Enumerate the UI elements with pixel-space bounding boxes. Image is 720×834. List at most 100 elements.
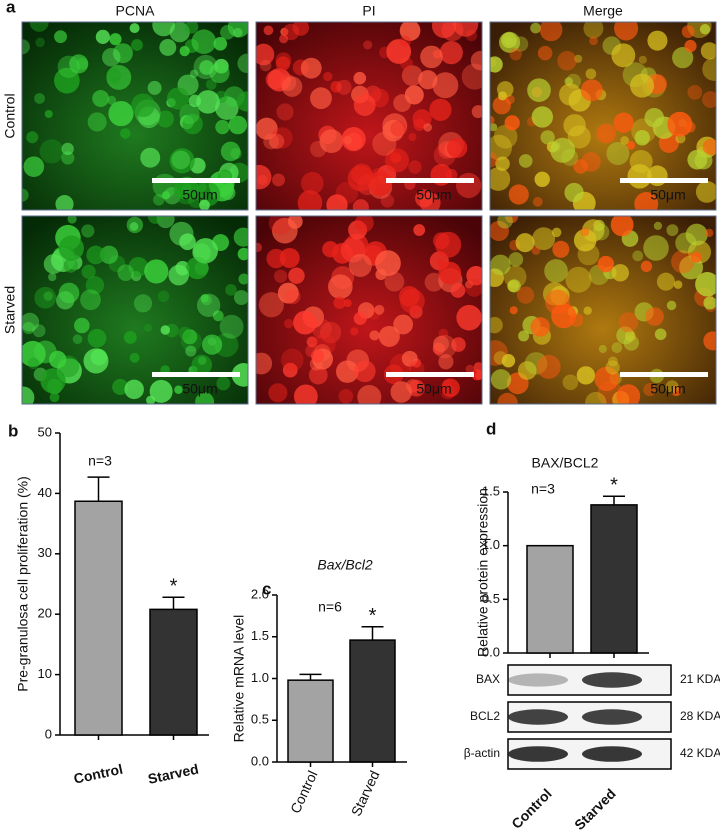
cell — [681, 25, 695, 39]
cell — [490, 369, 512, 390]
cell — [352, 199, 369, 210]
cell — [490, 254, 511, 276]
cell — [256, 352, 273, 375]
blot-band — [508, 673, 568, 687]
cell — [438, 261, 462, 285]
panel-label: d — [486, 419, 496, 438]
cell — [43, 291, 53, 301]
cell — [501, 354, 516, 368]
cell — [111, 77, 120, 86]
significance: * — [369, 605, 377, 627]
cell — [182, 113, 203, 135]
band-size: 42 KDA — [680, 746, 720, 760]
cell — [293, 384, 318, 404]
cell — [492, 96, 511, 115]
cell — [501, 32, 517, 48]
cell — [287, 216, 303, 229]
micrograph — [21, 215, 249, 405]
cell — [268, 383, 288, 403]
cell — [341, 127, 366, 152]
cell — [687, 84, 703, 100]
cells — [490, 22, 716, 210]
cell — [564, 182, 584, 203]
cell — [297, 190, 323, 210]
cell — [256, 164, 272, 190]
cell — [437, 258, 446, 267]
cell — [256, 117, 278, 140]
cell — [490, 220, 510, 242]
cell — [256, 242, 263, 253]
cell — [319, 129, 344, 154]
x-tick-label: Starved — [348, 768, 383, 818]
cell — [632, 250, 644, 262]
cell — [86, 245, 106, 265]
micrograph — [489, 215, 717, 405]
blot-band — [582, 709, 642, 725]
cell — [280, 348, 304, 372]
cell — [372, 131, 397, 156]
y-tick-label: 0.5 — [251, 712, 269, 727]
cell — [311, 318, 332, 339]
cell — [413, 224, 426, 236]
cell — [398, 285, 420, 307]
cell — [695, 272, 716, 297]
cell — [169, 148, 195, 174]
panel-label: a — [6, 0, 16, 16]
significance: * — [170, 576, 178, 598]
cell — [131, 39, 143, 51]
cell — [81, 224, 95, 238]
cell — [470, 50, 482, 71]
band-size: 21 KDA — [680, 672, 720, 686]
cell — [285, 289, 301, 305]
cell — [702, 91, 716, 108]
cell — [386, 39, 412, 64]
cell — [171, 150, 191, 170]
cell — [230, 147, 242, 160]
cell — [259, 59, 272, 72]
cell — [174, 385, 183, 394]
cell — [92, 90, 110, 107]
cell — [288, 267, 305, 284]
cell — [140, 147, 161, 168]
cell — [196, 90, 220, 114]
cell — [702, 57, 716, 81]
cell — [180, 330, 202, 352]
cell — [166, 87, 190, 110]
cell — [29, 22, 49, 32]
cell — [233, 290, 248, 306]
cell — [573, 228, 597, 252]
cell — [509, 48, 522, 61]
cell — [656, 272, 675, 291]
cell — [653, 221, 663, 231]
cell — [99, 245, 119, 264]
x-tick-label: Control — [508, 785, 555, 832]
cell — [237, 247, 248, 261]
cell — [667, 111, 693, 137]
cell — [282, 362, 298, 378]
cell — [61, 151, 75, 165]
cell — [415, 189, 434, 208]
cell — [626, 140, 636, 150]
cell — [149, 379, 173, 403]
cells — [22, 216, 248, 404]
cell — [507, 279, 521, 293]
cell — [445, 169, 458, 181]
micrograph-border — [255, 215, 483, 405]
cell — [81, 264, 96, 279]
cell — [112, 43, 133, 64]
cell — [532, 196, 543, 207]
cell — [178, 326, 192, 340]
cell — [27, 357, 40, 370]
scale-bar-label: 50μm — [416, 381, 451, 397]
cell — [573, 159, 588, 174]
cell — [61, 142, 74, 156]
cell — [465, 278, 482, 297]
cell — [276, 103, 294, 121]
cell — [347, 165, 374, 192]
cell — [516, 286, 535, 304]
cell — [152, 173, 178, 199]
cell — [540, 130, 555, 145]
cell — [490, 56, 503, 73]
cell — [670, 385, 682, 397]
chart-title: Bax/Bcl2 — [317, 557, 372, 573]
